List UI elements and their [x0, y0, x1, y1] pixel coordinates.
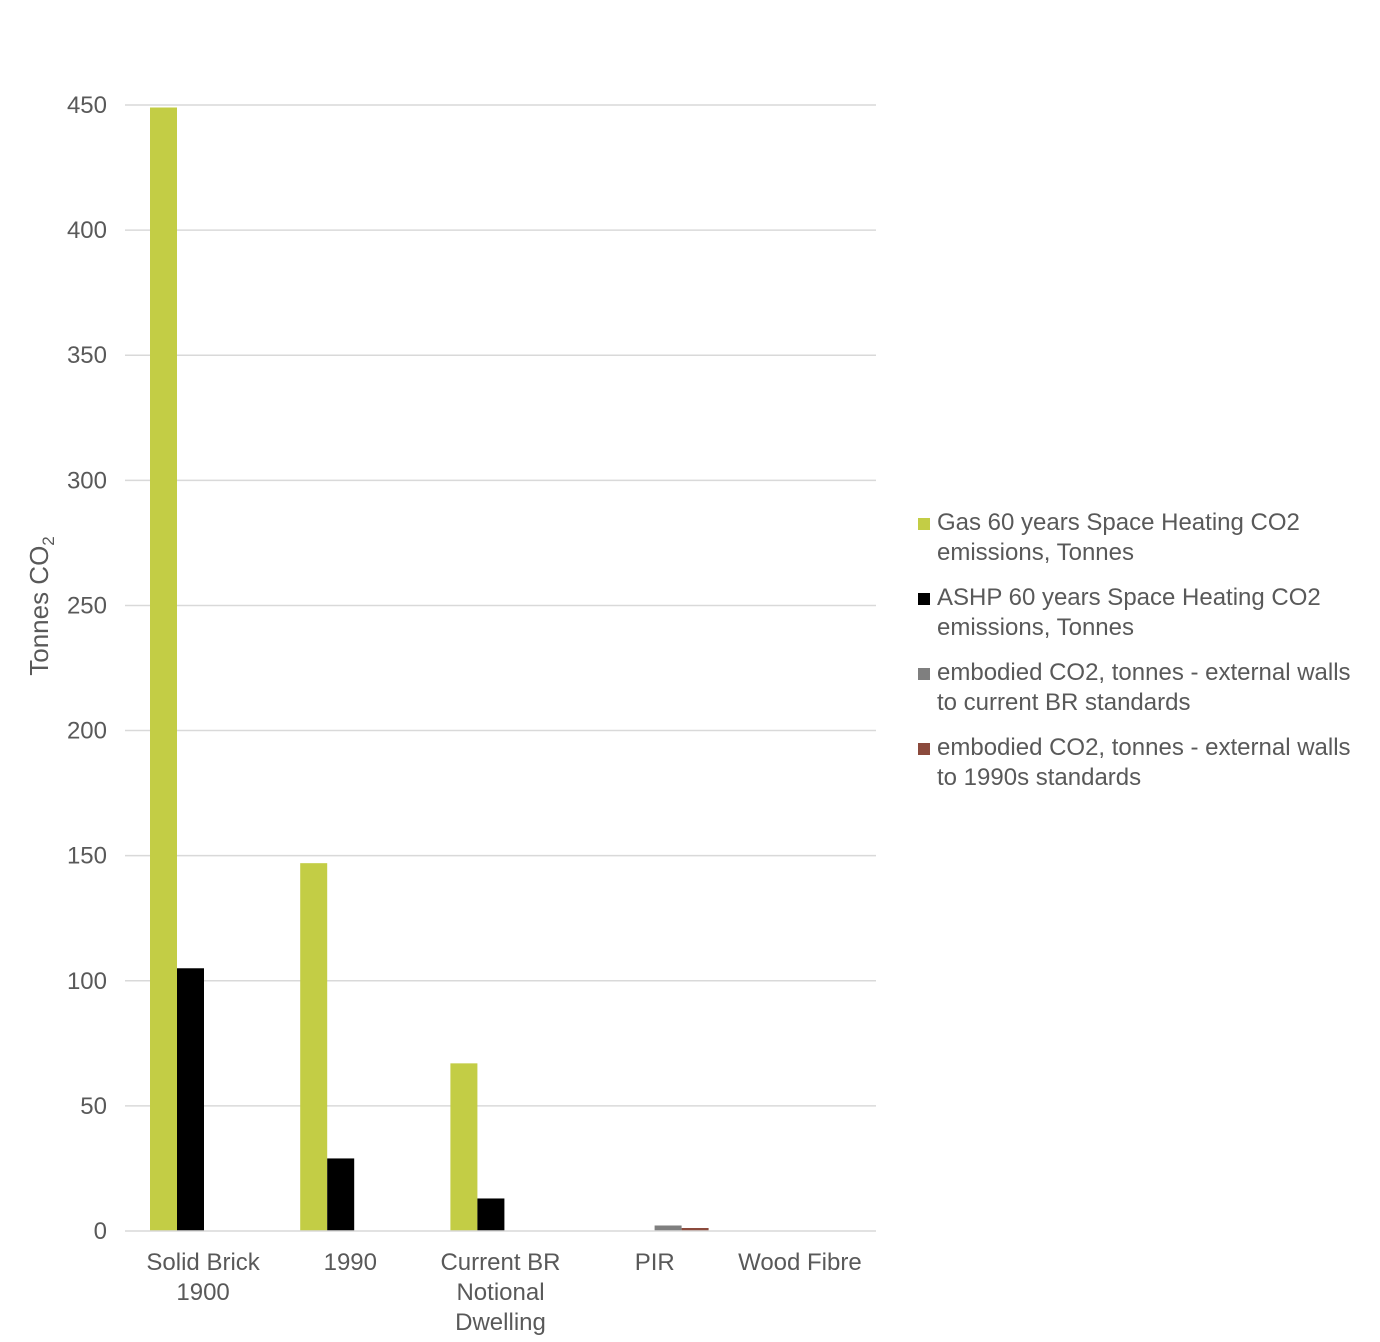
legend-label: embodied CO2, tonnes - external walls to… — [937, 734, 1351, 791]
legend-label: ASHP 60 years Space Heating CO2 emission… — [937, 584, 1321, 641]
x-category-label-line: Current BR — [440, 1249, 560, 1276]
x-category-label-line: Wood Fibre — [738, 1249, 862, 1276]
x-category-label: PIR — [635, 1249, 675, 1276]
bar — [681, 1227, 709, 1231]
bar — [177, 968, 204, 1231]
y-tick-label: 350 — [67, 342, 107, 369]
x-category-label-line: PIR — [635, 1249, 675, 1276]
legend-label: Gas 60 years Space Heating CO2 emissions… — [937, 509, 1300, 566]
y-tick-label: 450 — [67, 92, 107, 119]
x-category-label-line: Dwelling — [455, 1309, 546, 1336]
y-tick-label: 300 — [67, 467, 107, 494]
y-tick-label: 250 — [67, 592, 107, 619]
x-category-label-line: 1900 — [176, 1279, 229, 1306]
legend-item: embodied CO2, tonnes - external walls to… — [918, 658, 1368, 718]
bar — [450, 1063, 478, 1231]
bar — [477, 1198, 505, 1231]
y-axis-title: Tonnes CO2 — [24, 536, 58, 676]
bars — [150, 107, 709, 1232]
bar — [300, 863, 328, 1231]
legend: Gas 60 years Space Heating CO2 emissions… — [918, 508, 1368, 808]
gridlines — [125, 104, 876, 1107]
bar — [150, 107, 177, 1232]
x-axis-category-labels: Solid Brick 1900 1990 Current BR Notional Dwe… — [146, 1249, 861, 1336]
x-category-label-line: 1990 — [324, 1249, 377, 1276]
legend-item: embodied CO2, tonnes - external walls to… — [918, 733, 1368, 793]
x-category-label-line: Solid Brick — [146, 1249, 260, 1276]
legend-swatch — [918, 593, 930, 605]
bar — [654, 1225, 682, 1231]
x-category-label: 1990 — [324, 1249, 377, 1276]
x-category-label: Wood Fibre — [738, 1249, 862, 1276]
legend-item: ASHP 60 years Space Heating CO2 emission… — [918, 583, 1368, 643]
y-tick-label: 150 — [67, 843, 107, 870]
y-axis-tick-labels: 0 50 100 150 200 250 300 350 400 450 — [67, 92, 107, 1245]
legend-item: Gas 60 years Space Heating CO2 emissions… — [918, 508, 1368, 568]
legend-swatch — [918, 668, 930, 680]
legend-swatch — [918, 743, 930, 755]
y-axis-title-main: Tonnes CO — [24, 546, 54, 676]
legend-swatch — [918, 518, 930, 530]
y-tick-label: 100 — [67, 968, 107, 995]
y-tick-label: 200 — [67, 718, 107, 745]
bar — [327, 1158, 355, 1231]
x-category-label-line: Notional — [456, 1279, 544, 1306]
x-category-label: Solid Brick 1900 — [146, 1249, 260, 1306]
y-axis-title-subscript: 2 — [39, 536, 58, 545]
y-tick-label: 50 — [80, 1093, 107, 1120]
legend-label: embodied CO2, tonnes - external walls to… — [937, 659, 1351, 716]
y-tick-label: 400 — [67, 217, 107, 244]
y-tick-label: 0 — [94, 1218, 107, 1245]
x-category-label: Current BR Notional Dwelling — [440, 1249, 560, 1336]
